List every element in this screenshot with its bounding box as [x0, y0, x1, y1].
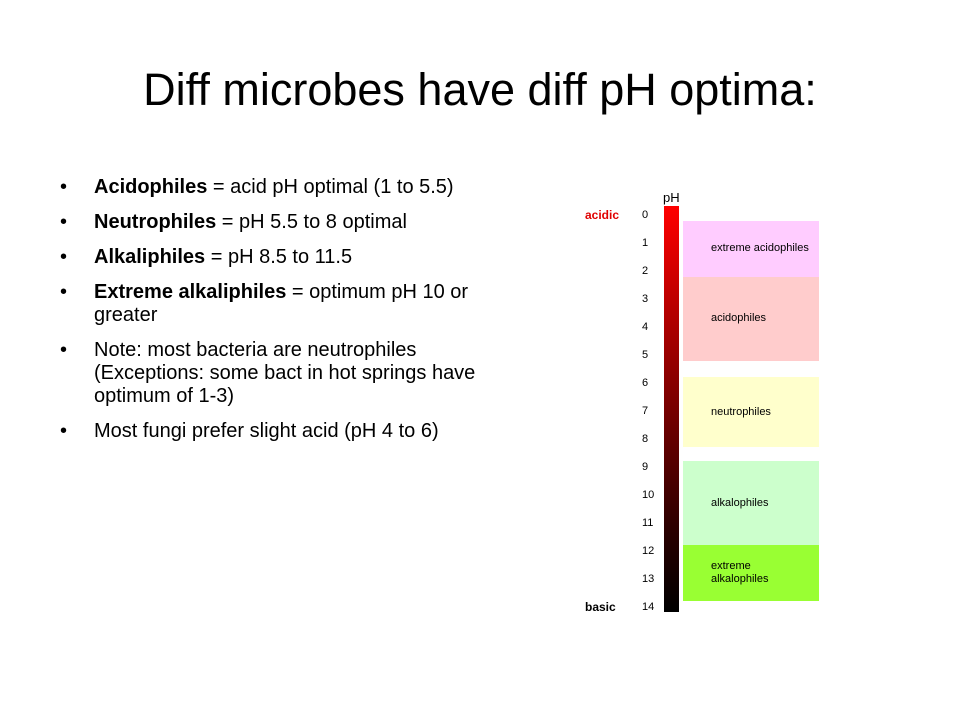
bullet-term: Alkaliphiles — [94, 246, 206, 268]
ph-tick-label: 14 — [642, 601, 655, 613]
ph-region-label: neutrophiles — [711, 405, 771, 418]
ph-gradient-bar — [664, 206, 679, 612]
ph-region: alkalophiles — [683, 461, 819, 546]
bullet-dot: • — [60, 420, 68, 442]
ph-region: extreme alkalophiles — [683, 545, 819, 602]
bullet-dot: • — [60, 281, 68, 303]
bullet-term: Extreme alkaliphiles — [94, 281, 287, 303]
bullet-item: • Acidophiles = acid pH optimal (1 to 5.5… — [60, 176, 480, 199]
bullet-item: • Extreme alkaliphiles = optimum pH 10 or… — [60, 281, 480, 327]
slide-title: Diff microbes have diff pH optima: — [143, 64, 817, 115]
ph-scale-diagram: pH acidic basic 0 1 2 3 4 5 6 7 8 9 10 11 12 13 14 ext… — [580, 190, 840, 620]
ph-region-label: extreme alkalophiles — [711, 560, 769, 586]
bullet-text: = optimum pH 10 or greater — [94, 281, 469, 326]
ph-tick-label: 7 — [642, 405, 649, 417]
ph-tick-label: 12 — [642, 545, 655, 557]
basic-label: basic — [585, 600, 616, 614]
ph-region: neutrophiles — [683, 377, 819, 448]
ph-tick-label: 5 — [642, 349, 649, 361]
bullet-term: Acidophiles — [94, 176, 208, 198]
ph-tick-label: 3 — [642, 293, 649, 305]
ph-tick-label: 13 — [642, 573, 655, 585]
bullet-item: • Neutrophiles = pH 5.5 to 8 optimal — [60, 211, 480, 234]
bullet-text: Most fungi prefer slight acid (pH 4 to 6… — [94, 420, 439, 442]
ph-region: extreme acidophiles — [683, 220, 819, 277]
ph-tick-label: 1 — [642, 237, 649, 249]
ph-tick-label: 2 — [642, 265, 649, 277]
ph-tick-label: 11 — [642, 517, 654, 529]
bullet-dot: • — [60, 176, 68, 198]
bullet-text: = acid pH optimal (1 to 5.5) — [207, 176, 454, 198]
bullet-list: • Acidophiles = acid pH optimal (1 to 5.5… — [60, 176, 480, 455]
ph-region-label: alkalophiles — [711, 496, 769, 509]
ph-tick-label: 8 — [642, 433, 649, 445]
bullet-text: Note: most bacteria are neutrophiles (Ex… — [94, 339, 476, 407]
acidic-label: acidic — [585, 208, 620, 222]
bullet-term: Neutrophiles — [94, 211, 217, 233]
ph-tick-label: 10 — [642, 489, 655, 501]
bullet-dot: • — [60, 246, 68, 268]
ph-tick-label: 0 — [642, 209, 649, 221]
ph-tick-label: 9 — [642, 461, 649, 473]
ph-tick-label: 6 — [642, 377, 649, 389]
bullet-item: • Most fungi prefer slight acid (pH 4 to … — [60, 420, 480, 443]
bullet-item: • Note: most bacteria are neutrophiles (E… — [60, 339, 480, 408]
ph-region: acidophiles — [683, 276, 819, 361]
bullet-item: • Alkaliphiles = pH 8.5 to 11.5 — [60, 246, 480, 269]
bullet-text: = pH 5.5 to 8 optimal — [216, 211, 407, 233]
ph-region-label: extreme acidophiles — [711, 242, 809, 255]
ph-axis-label: pH — [663, 190, 680, 205]
bullet-dot: • — [60, 211, 68, 233]
bullet-dot: • — [60, 339, 68, 361]
ph-region-label: acidophiles — [711, 312, 767, 325]
ph-tick-label: 4 — [642, 321, 649, 333]
bullet-text: = pH 8.5 to 11.5 — [205, 246, 353, 268]
